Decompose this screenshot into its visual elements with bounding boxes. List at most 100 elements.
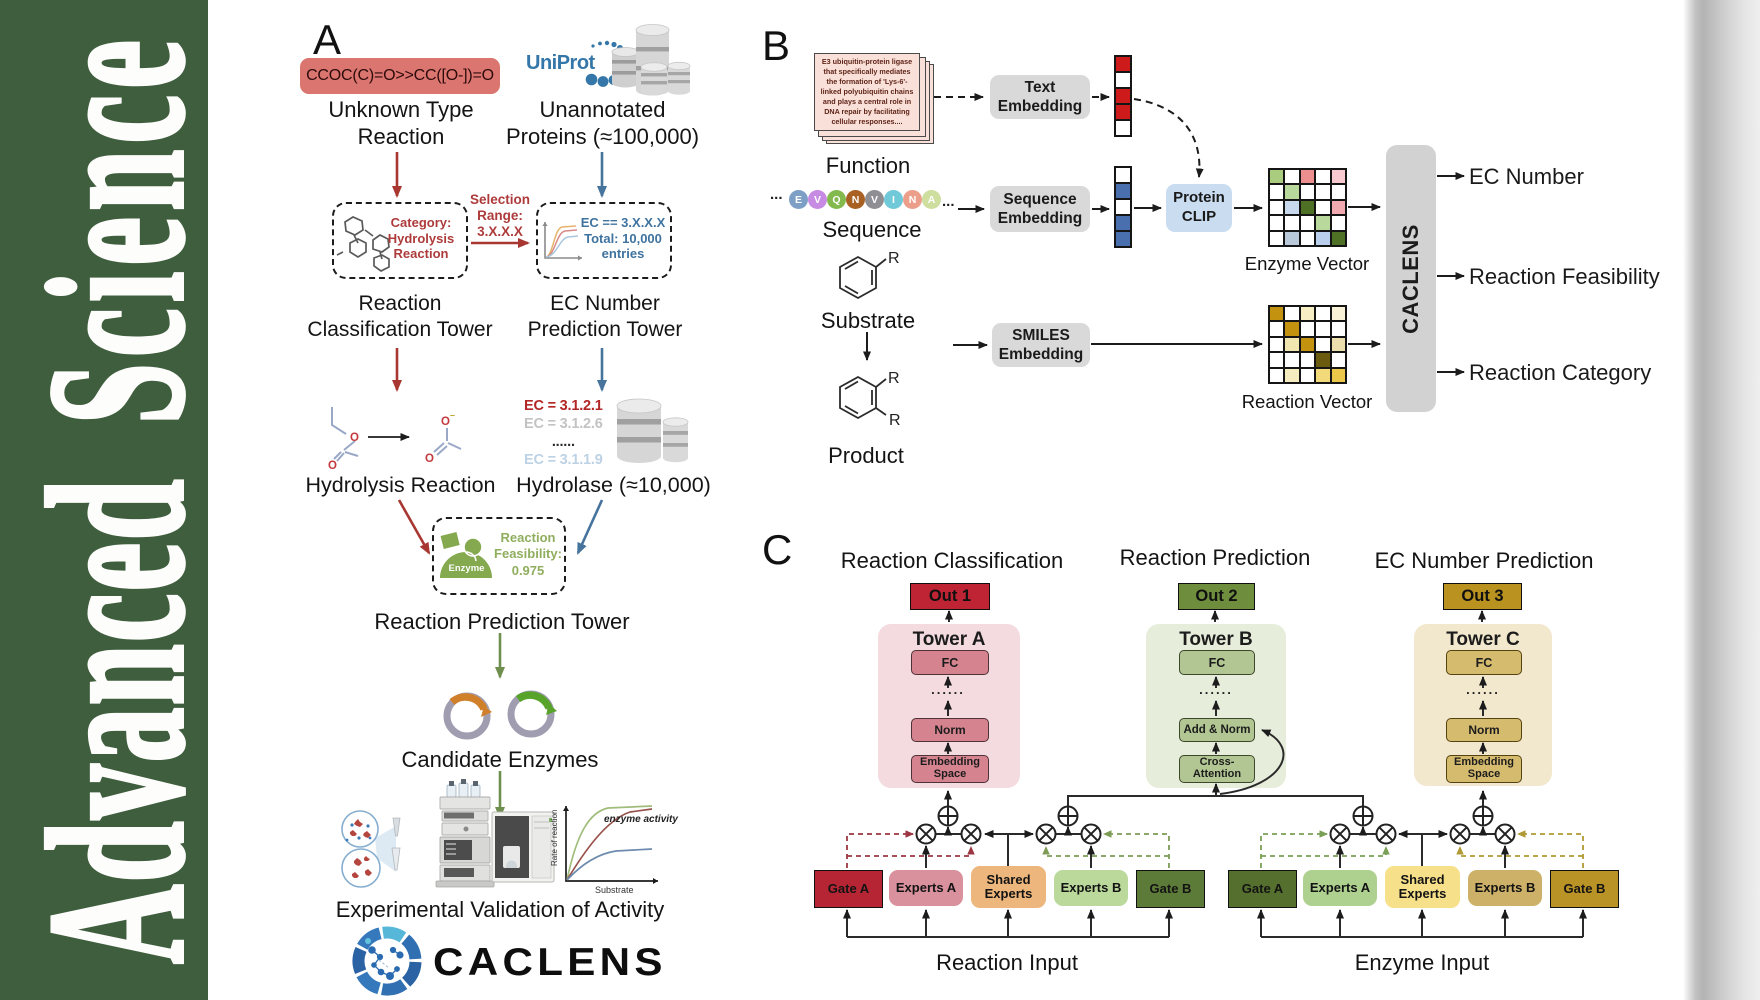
reaction-prediction-tower-label: Reaction Prediction Tower xyxy=(374,609,630,634)
panel-a-flow-arrows xyxy=(392,152,607,819)
classification-dashed-box xyxy=(332,202,468,279)
kinetics-plot xyxy=(563,805,658,884)
reaction-shared-experts-box: Shared Experts xyxy=(971,866,1046,908)
caclens-wordmark: CACLENS xyxy=(433,941,667,984)
residue-I: I xyxy=(884,190,903,209)
vector-cell xyxy=(1284,215,1300,231)
molecule-scribbles xyxy=(336,216,390,272)
vector-cell xyxy=(1315,336,1331,353)
tower-b-fc-box: FC xyxy=(1179,650,1255,675)
vector-cell xyxy=(1299,184,1316,200)
vector-cell xyxy=(1299,169,1316,185)
hydrolase-database-icon xyxy=(616,398,689,463)
ec-dashed-box xyxy=(536,202,672,279)
vector-cell xyxy=(1269,184,1285,200)
header-reaction-prediction: Reaction Prediction xyxy=(1119,545,1311,570)
reaction-vector-label: Reaction Vector xyxy=(1241,391,1373,412)
vector-cell xyxy=(1284,367,1300,383)
panel-b-dashed-arrows xyxy=(934,93,1204,178)
kinetics-ylabel: Rate of reaction xyxy=(550,810,559,866)
ec-list-line: EC = 3.1.1.9 xyxy=(524,451,603,468)
vector-cell xyxy=(1315,367,1331,383)
vector-cell xyxy=(1330,336,1346,353)
ester-o-atom: O xyxy=(350,432,359,444)
product-label: Product xyxy=(828,443,904,468)
residue-Q: Q xyxy=(827,190,846,209)
tower-a-fc-box: FC xyxy=(911,650,989,675)
vector-cell xyxy=(1269,215,1285,231)
ec-list-line: EC = 3.1.2.6 xyxy=(524,415,603,432)
otimes-circle xyxy=(1375,823,1397,845)
residue-E: E xyxy=(789,190,808,209)
gate-a-enzyme-dashes xyxy=(1260,830,1390,868)
vector-cell xyxy=(1330,352,1346,368)
vector-cell xyxy=(1115,215,1131,231)
substrate-molecule xyxy=(839,255,887,300)
enzyme-vector-grid xyxy=(1268,168,1347,247)
header-reaction-classification: Reaction Classification xyxy=(840,548,1064,573)
gate-b-reaction-dashes xyxy=(1042,830,1170,868)
enzyme-icon xyxy=(438,530,492,578)
ec-curves-icon xyxy=(542,222,582,261)
tower-b-dots: ...... xyxy=(1199,682,1233,697)
vector-cell xyxy=(1330,321,1346,337)
selection-range-label: Selection Range: 3.X.X.X xyxy=(469,192,531,240)
vector-cell xyxy=(1115,183,1131,199)
sequence-label: Sequence xyxy=(822,217,922,242)
hydrolase-label: Hydrolase (≈10,000) xyxy=(516,473,711,497)
smiles-embedding-box: SMILES Embedding xyxy=(992,323,1090,367)
reaction-experts-a-box: Experts A xyxy=(889,870,963,906)
vector-cell xyxy=(1330,306,1346,322)
residue-V: V xyxy=(808,190,827,209)
caclens-logo-icon xyxy=(352,926,422,996)
otimes-circle xyxy=(1329,823,1351,845)
feasibility-dashed-box xyxy=(432,517,566,595)
vector-cell xyxy=(1269,306,1285,322)
oplus-circle xyxy=(1352,805,1374,827)
vector-cell xyxy=(1115,104,1131,120)
otimes-circle xyxy=(1035,823,1057,845)
vector-cell xyxy=(1330,215,1346,231)
otimes-circle xyxy=(960,823,982,845)
tower-c-fc-box: FC xyxy=(1446,650,1522,675)
reaction-vector-grid xyxy=(1268,305,1347,384)
vector-cell xyxy=(1299,321,1316,337)
kinetics-annotation: enzyme activity xyxy=(604,814,678,825)
gate-a-reaction-dashes xyxy=(846,830,975,868)
tower-b-title: Tower B xyxy=(1179,629,1253,650)
otimes-circle xyxy=(915,823,937,845)
product-molecule xyxy=(839,375,887,420)
tower-c-title: Tower C xyxy=(1446,629,1520,650)
reaction-gate-a-box: Gate A xyxy=(814,870,883,908)
tower-a-embedding-box: Embedding Space xyxy=(911,755,989,783)
enzyme-vector-label: Enzyme Vector xyxy=(1244,253,1370,274)
ec-result-list: EC = 3.1.2.1 EC = 3.1.2.6...... EC = 3.1.1… xyxy=(524,398,603,470)
sequence-embedding-box: Sequence Embedding xyxy=(990,186,1090,232)
page-edge-shadow xyxy=(1683,0,1760,1000)
ec-prediction-tower-label: EC Number Prediction Tower xyxy=(527,292,683,342)
otimes-circle xyxy=(1494,823,1516,845)
vector-cell xyxy=(1269,199,1285,216)
vector-cell xyxy=(1299,306,1316,322)
tower-a-norm-box: Norm xyxy=(911,718,989,742)
panel-a-label: A xyxy=(313,16,342,63)
vector-cell xyxy=(1284,336,1300,353)
cells-pictogram xyxy=(341,810,401,888)
ec-list-line: EC = 3.1.2.1 xyxy=(524,398,603,414)
vector-cell xyxy=(1315,184,1331,200)
ester-molecule xyxy=(331,407,359,462)
unknown-type-label: Unknown Type Reaction xyxy=(328,97,474,149)
sequence-embedding-vector xyxy=(1114,166,1132,248)
text-embedding-box: Text Embedding xyxy=(990,75,1090,119)
output-ec-number: EC Number xyxy=(1469,164,1584,189)
protein-database-icon xyxy=(611,24,691,96)
plasmid-icons xyxy=(443,690,557,740)
vector-cell xyxy=(1284,306,1300,322)
vector-cell xyxy=(1269,230,1285,246)
vector-cell xyxy=(1299,367,1316,383)
vector-cell xyxy=(1299,352,1316,368)
vector-cell xyxy=(1269,321,1285,337)
